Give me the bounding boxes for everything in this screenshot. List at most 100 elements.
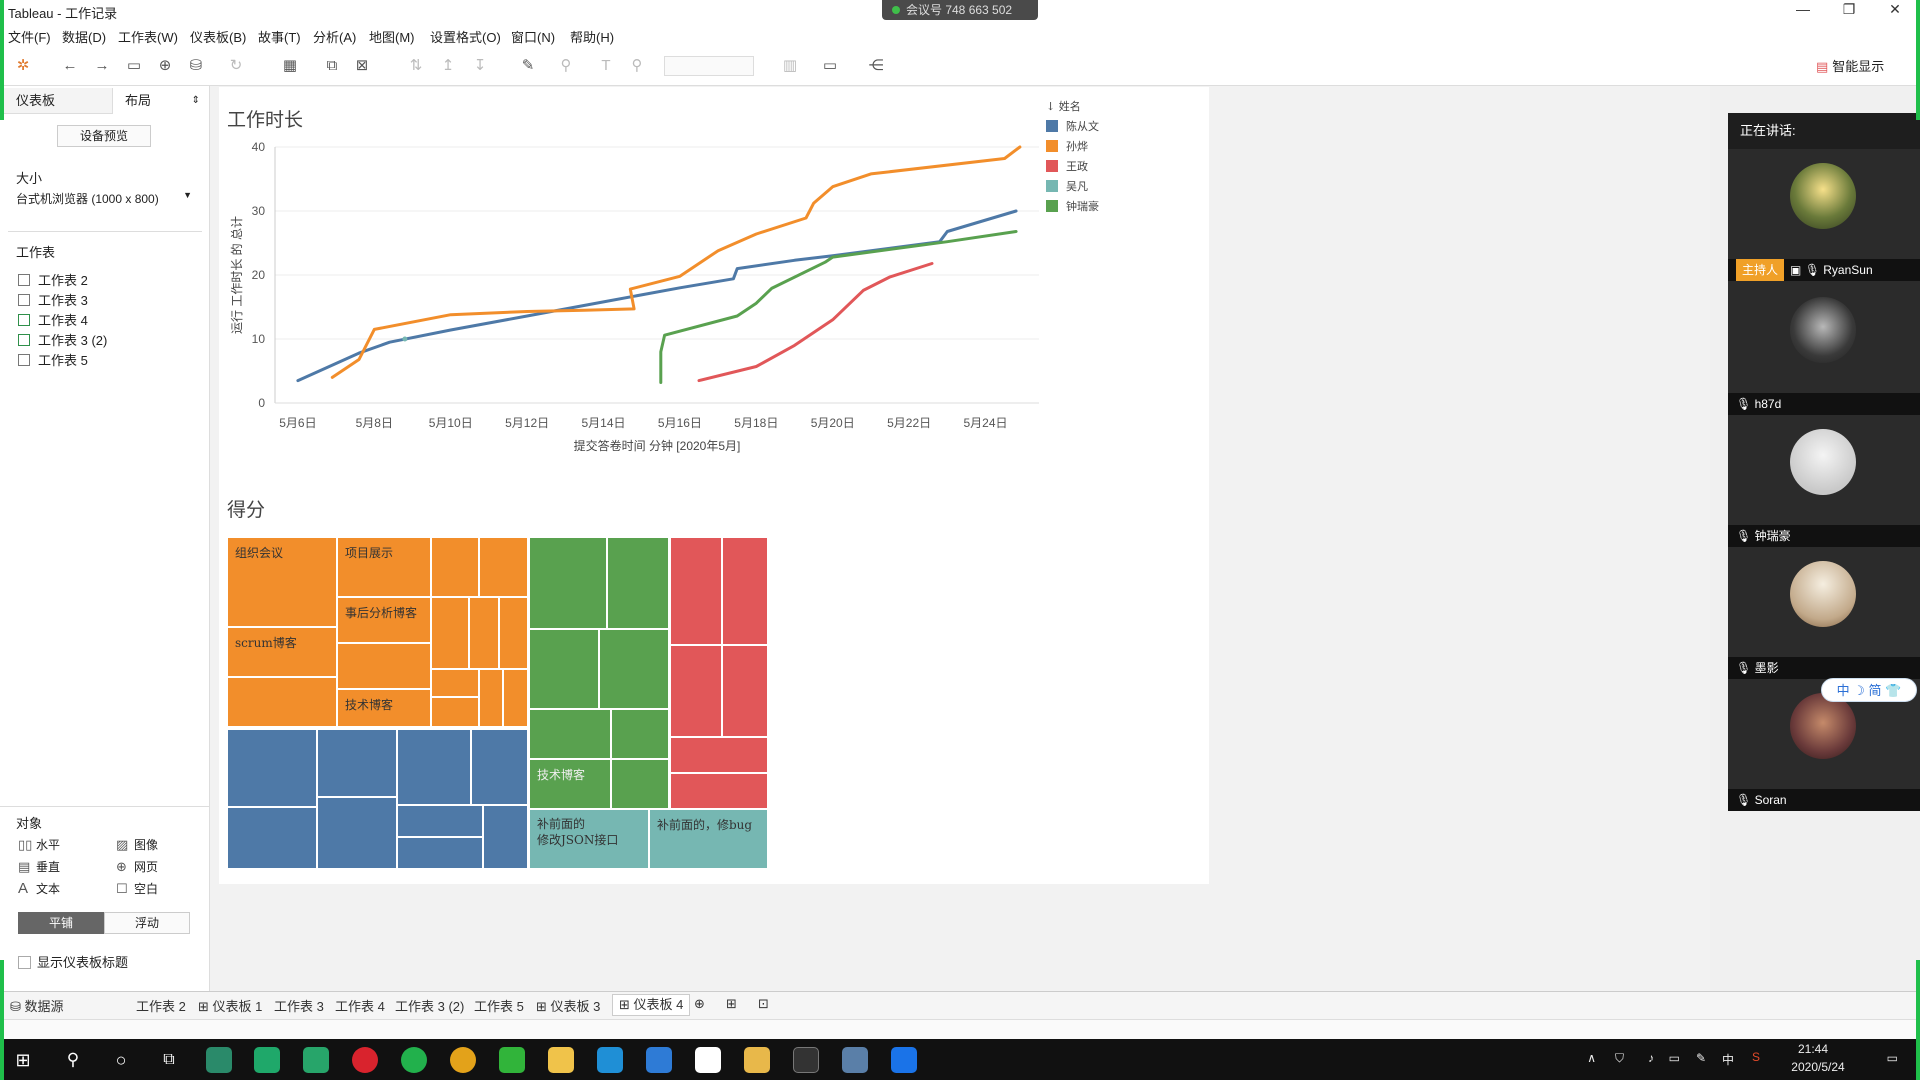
close-button[interactable]: ✕	[1889, 1, 1901, 17]
show-cards-icon[interactable]: ▥	[782, 57, 798, 74]
clear-sheet-icon[interactable]: ⊠	[355, 57, 369, 74]
pycharm-icon[interactable]	[254, 1047, 280, 1073]
undo-icon[interactable]: ←	[62, 57, 78, 74]
treemap-cell[interactable]	[398, 838, 482, 868]
treemap-cell[interactable]	[398, 806, 482, 836]
treemap-cell[interactable]	[432, 538, 478, 596]
save-icon[interactable]: ▭	[126, 57, 142, 74]
treemap-cell[interactable]	[600, 630, 668, 708]
swap-icon[interactable]: ⇅	[409, 57, 423, 74]
treemap-cell[interactable]	[338, 644, 430, 688]
menu-file[interactable]: 文件(F)	[8, 30, 51, 45]
task-view-icon[interactable]: ⧉	[163, 1051, 175, 1068]
object-horizontal[interactable]: ▯▯ 水平	[18, 836, 60, 853]
group-icon[interactable]: ⚲	[560, 57, 572, 74]
participant-card[interactable]: 🎙 钟瑞豪	[1728, 415, 1920, 547]
notification-icon[interactable]: ▭	[1886, 1051, 1898, 1065]
treemap-cell[interactable]	[530, 630, 598, 708]
treemap-cell[interactable]: 技术博客	[530, 760, 610, 808]
legend-item[interactable]: 吴凡	[1046, 177, 1099, 197]
menu-dashboard[interactable]: 仪表板(B)	[190, 30, 247, 45]
treemap-cell[interactable]: 项目展示	[338, 538, 430, 596]
legend-item[interactable]: 陈从文	[1046, 117, 1099, 137]
menu-help[interactable]: 帮助(H)	[570, 30, 615, 45]
treemap-cell[interactable]: 事后分析博客	[338, 598, 430, 642]
menu-window[interactable]: 窗口(N)	[511, 30, 556, 45]
treemap-cell[interactable]	[612, 760, 668, 808]
menu-data[interactable]: 数据(D)	[62, 30, 107, 45]
duplicate-sheet-icon[interactable]: ⧉	[326, 57, 338, 74]
smart-display-button[interactable]: ▤ 智能显示	[1816, 56, 1884, 75]
treemap-cell[interactable]	[608, 538, 668, 628]
typora-icon[interactable]	[695, 1047, 721, 1073]
object-vertical[interactable]: ▤ 垂直	[18, 858, 60, 875]
tab-sheet[interactable]: 工作表 2	[136, 999, 186, 1014]
treemap-cell[interactable]	[671, 646, 721, 736]
tab-sheet[interactable]: 工作表 4	[335, 999, 385, 1014]
label-icon[interactable]: T	[601, 57, 611, 74]
treemap-cell[interactable]	[530, 710, 610, 758]
tab-sheet[interactable]: 工作表 5	[474, 999, 524, 1014]
new-datasource-icon[interactable]: ⊕	[158, 57, 172, 74]
legend-item[interactable]: 孙烨	[1046, 137, 1099, 157]
tencent-meeting-icon[interactable]	[891, 1047, 917, 1073]
presentation-icon[interactable]: ▭	[822, 57, 838, 74]
treemap-cell[interactable]	[228, 730, 316, 806]
treemap-cell[interactable]	[671, 738, 767, 772]
treemap-cell[interactable]: 技术博客	[338, 690, 430, 726]
clion-icon[interactable]	[303, 1047, 329, 1073]
tab-dashboard[interactable]: ⊞ 仪表板 3	[536, 996, 600, 1015]
search-icon[interactable]: ⚲	[66, 1050, 80, 1069]
new-story-tab-icon[interactable]: ⊡	[758, 996, 769, 1011]
tab-datasource[interactable]: ⛁ 数据源	[10, 996, 64, 1015]
tab-sheet[interactable]: 工作表 3	[274, 999, 324, 1014]
new-dashboard-tab-icon[interactable]: ⊞	[726, 996, 737, 1011]
tab-dashboard[interactable]: ⊞ 仪表板 1	[198, 996, 262, 1015]
redo-icon[interactable]: →	[94, 57, 110, 74]
treemap-cell[interactable]	[671, 774, 767, 808]
new-sheet-tab-icon[interactable]: ⊕	[694, 996, 705, 1011]
treemap-cell[interactable]	[318, 798, 396, 868]
treemap-cell[interactable]	[398, 730, 470, 804]
app-icon[interactable]	[548, 1047, 574, 1073]
app-icon[interactable]	[597, 1047, 623, 1073]
object-blank[interactable]: ☐ 空白	[116, 880, 158, 897]
treemap-cell[interactable]: scrum博客	[228, 628, 336, 676]
treemap-cell[interactable]	[480, 670, 502, 726]
refresh-icon[interactable]: ↻	[229, 57, 243, 74]
file-explorer-icon[interactable]	[744, 1047, 770, 1073]
participant-card[interactable]: 🎙 h87d	[1728, 283, 1920, 415]
treemap-cell[interactable]	[432, 598, 468, 668]
floating-button[interactable]: 浮动	[104, 912, 190, 934]
worksheet-item[interactable]: 工作表 2	[18, 270, 88, 289]
pen-icon[interactable]: ✎	[1695, 1051, 1706, 1065]
treemap-cell[interactable]	[500, 598, 527, 668]
clock-date[interactable]: 2020/5/24	[1791, 1060, 1845, 1074]
volume-icon[interactable]: ♪	[1648, 1051, 1654, 1065]
share-icon[interactable]: ⋲	[868, 57, 884, 74]
chrome-icon[interactable]	[450, 1047, 476, 1073]
ime-indicator[interactable]: 中	[1721, 1053, 1734, 1067]
treemap-cell[interactable]	[504, 670, 527, 726]
size-dropdown[interactable]: 台式机浏览器 (1000 x 800) ▼	[16, 190, 192, 208]
netease-music-icon[interactable]	[352, 1047, 378, 1073]
cortana-icon[interactable]: ○	[115, 1050, 127, 1070]
sort-asc-icon[interactable]: ↥	[441, 57, 455, 74]
pause-update-icon[interactable]: ⛁	[189, 57, 203, 74]
treemap-cell[interactable]	[671, 538, 721, 644]
treemap-cell[interactable]	[472, 730, 527, 804]
highlight-icon[interactable]: ✎	[521, 57, 535, 74]
tab-layout[interactable]: 布局 ⇕	[112, 88, 208, 114]
worksheet-item[interactable]: 工作表 3 (2)	[18, 330, 107, 349]
ime-toolbar[interactable]: 中 ☽ 简 👕	[1821, 678, 1917, 702]
legend-item[interactable]: 钟瑞豪	[1046, 197, 1099, 217]
participant-card[interactable]: 🎙 Soran	[1728, 679, 1920, 811]
object-text[interactable]: A 文本	[18, 880, 60, 897]
treemap-cell[interactable]	[723, 538, 767, 644]
sogou-icon[interactable]: S	[1751, 1050, 1760, 1064]
participant-card[interactable]: 主持人 ▣ 🎙 RyanSun	[1728, 149, 1920, 281]
battery-icon[interactable]: ▭	[1668, 1051, 1680, 1065]
fit-dropdown[interactable]	[664, 56, 754, 76]
treemap-cell[interactable]	[432, 670, 478, 696]
menu-worksheet[interactable]: 工作表(W)	[118, 30, 178, 45]
